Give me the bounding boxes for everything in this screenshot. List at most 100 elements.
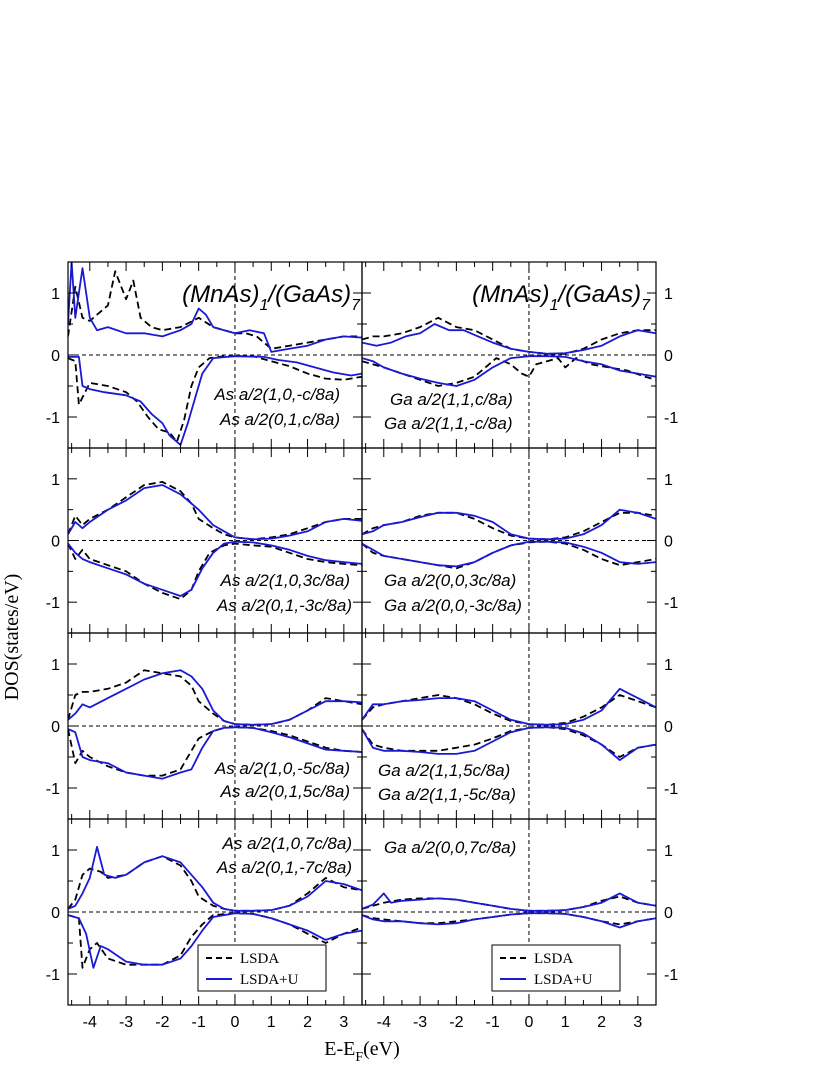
y-tick-label: 0 [51, 348, 60, 365]
x-tick-label: 3 [633, 1014, 642, 1031]
lsda-down-curve [362, 357, 656, 387]
site-label: As a/2(1,0,-c/8a) [213, 385, 340, 404]
panel-r1c1: -1 0 1 Ga a/2(0,0,3c/8a) Ga a/2(0,0,-3c/8a) [361, 447, 678, 634]
site-label: As a/2(0,1,5c/8a) [220, 782, 350, 801]
site-label: As a/2(1,0,7c/8a) [222, 834, 352, 853]
site-label: As a/2(0,1,c/8a) [219, 410, 340, 429]
x-axis-label: E-EF(eV) [324, 1038, 400, 1065]
lsda-up-curve [362, 895, 656, 912]
curves-r1c0 [68, 480, 362, 600]
site-label: As a/2(1,0,-5c/8a) [214, 759, 350, 778]
x-tick-label: -1 [486, 1014, 500, 1031]
lsda-u-up-curve [68, 846, 362, 912]
y-tick-label: 1 [664, 843, 673, 860]
panel-r2c0: -1 0 1 As a/2(1,0,-5c/8a) As a/2(0,1,5c/8a) [46, 632, 363, 820]
y-tick-label: -1 [46, 410, 60, 427]
x-tick-label: -3 [413, 1014, 427, 1031]
x-tick-label: -2 [449, 1014, 463, 1031]
title-subscript: 1 [260, 297, 269, 314]
y-tick-label: 1 [51, 657, 60, 674]
x-tick-label: 0 [231, 1014, 240, 1031]
title-subscript: 7 [641, 297, 651, 314]
lsda-down-curve [68, 726, 362, 777]
y-tick-label: 0 [51, 905, 60, 922]
legend: LSDA LSDA+U [491, 944, 621, 992]
title-part: (MnAs) [472, 281, 549, 308]
panel-title: (MnAs)1/(GaAs)7 [472, 281, 651, 314]
y-tick-label: 1 [664, 286, 673, 303]
lsda-u-down-curve [68, 540, 362, 597]
lsda-up-curve [68, 480, 362, 541]
x-tick-label: 2 [303, 1014, 312, 1031]
panel-title: (MnAs)1/(GaAs)7 [182, 281, 361, 314]
curves-r3c0 [68, 846, 362, 969]
title-subscript: 1 [550, 297, 559, 314]
panel-r0c1: -101(MnAs)1/(GaAs)7Ga a/2(1,1,c/8a)Ga a/… [361, 261, 678, 449]
site-label: Ga a/2(0,0,-3c/8a) [384, 596, 522, 615]
y-tick-label: -1 [46, 595, 60, 612]
y-axis-label: DOS(states/eV) [1, 574, 23, 701]
curves-r3c1 [362, 892, 656, 929]
title-part: /(GaAs) [266, 281, 351, 308]
curves-r1c1 [362, 508, 656, 570]
lsda-u-up-curve [362, 508, 656, 541]
y-tick-label: 0 [664, 348, 673, 365]
lsda-u-down-curve [68, 726, 362, 780]
y-tick-label: -1 [46, 781, 60, 798]
lsda-u-down-curve [362, 540, 656, 568]
lsda-u-up-curve [68, 669, 362, 726]
lsda-up-curve [68, 270, 362, 350]
lsda-u-down-curve [68, 912, 362, 969]
title-part: /(GaAs) [556, 281, 641, 308]
site-label: Ga a/2(1,1,-c/8a) [384, 414, 513, 433]
x-tick-label: 2 [597, 1014, 606, 1031]
y-tick-label: 0 [51, 534, 60, 551]
y-tick-label: 1 [51, 286, 60, 303]
site-label: Ga a/2(0,0,3c/8a) [384, 571, 516, 590]
legend-box [491, 944, 621, 992]
x-tick-label: -2 [155, 1014, 169, 1031]
x-tick-label: 0 [525, 1014, 534, 1031]
lsda-down-curve [68, 355, 362, 443]
lsda-u-down-curve [362, 726, 656, 761]
site-label: Ga a/2(0,0,7c/8a) [384, 838, 516, 857]
panel-r1c0: -1 0 1 As a/2(1,0,3c/8a) As a/2(0,1,-3c/8a) [46, 447, 363, 634]
lsda-u-up-curve [362, 323, 656, 355]
y-tick-label: -1 [664, 967, 678, 984]
title-part: (MnAs) [182, 281, 259, 308]
lsda-u-up-curve [362, 687, 656, 726]
lsda-up-curve [362, 316, 656, 355]
x-tick-label: -1 [192, 1014, 206, 1031]
legend-label: LSDA+U [240, 972, 299, 988]
lsda-up-curve [68, 669, 362, 726]
y-tick-label: 0 [664, 719, 673, 736]
panel-r3c1: -101-4 -3 -2 -1 0 1 2 3Ga a/2(0,0,7c/8a)LSDALSD… [361, 818, 678, 1031]
y-tick-label: 1 [51, 472, 60, 489]
x-tick-label: -4 [377, 1014, 391, 1031]
y-tick-label: 0 [51, 719, 60, 736]
curves-r0c1 [362, 316, 656, 387]
lsda-down-curve [68, 542, 362, 600]
title-subscript: 7 [351, 297, 361, 314]
curves-r2c0 [68, 669, 362, 780]
x-tick-label: 1 [267, 1014, 276, 1031]
y-tick-label: 0 [664, 905, 673, 922]
site-label: Ga a/2(1,1,c/8a) [390, 390, 513, 409]
legend-label: LSDA+U [534, 972, 593, 988]
legend-box [197, 944, 327, 992]
y-tick-label: -1 [664, 595, 678, 612]
legend: LSDA LSDA+U [197, 944, 327, 992]
panel-grid: -101 (MnAs)1/(GaAs)7As a/2(1,0,-c/8a)As a… [46, 261, 678, 1031]
y-tick-label: -1 [664, 410, 678, 427]
y-tick-label: 0 [664, 534, 673, 551]
legend-label: LSDA [534, 951, 573, 967]
panel-r2c1: -1 0 1 Ga a/2(1,1,5c/8a) Ga a/2(1,1,-5c/8a) [361, 632, 678, 820]
site-label: Ga a/2(1,1,5c/8a) [378, 761, 510, 780]
lsda-u-down-curve [362, 355, 656, 387]
y-tick-label: 1 [664, 472, 673, 489]
lsda-up-curve [362, 694, 656, 726]
x-tick-label: 3 [339, 1014, 348, 1031]
site-label: As a/2(0,1,-3c/8a) [216, 596, 352, 615]
lsda-u-up-curve [68, 262, 362, 353]
